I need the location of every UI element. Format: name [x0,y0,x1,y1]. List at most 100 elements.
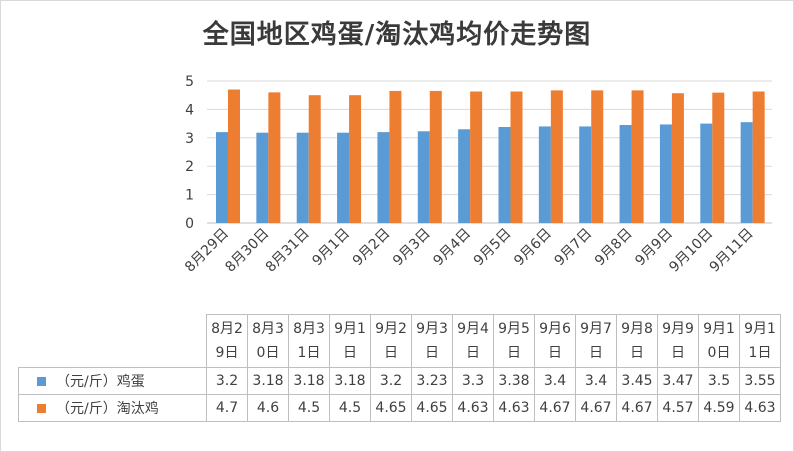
table-header-cell: 9月6日 [534,314,576,368]
egg-price-bar [700,123,713,223]
y-tick-label: 0 [185,216,194,232]
table-header-cell: 8月29日 [206,314,248,368]
table-value-cell: 4.63 [452,394,494,422]
chart-title: 全国地区鸡蛋/淘汰鸡均价走势图 [202,20,592,50]
hen-price-bar [712,92,725,223]
table-header-cell: 8月31日 [288,314,330,368]
table-value-cell: 4.63 [739,394,781,422]
y-tick-label: 2 [185,159,194,175]
data-table: 8月29日 8月30日 8月31日 9月1日 9月2日 9月3日 9月4日 9月5日 9月6日 9… [18,314,781,422]
egg-price-bar [498,127,511,223]
x-tick-label: 9月5日 [471,226,515,270]
egg-price-bar [417,131,430,223]
table-header-label: 9月10日 [703,321,735,361]
table-value-cell: 4.67 [534,394,576,422]
table-value-cell: 3.4 [575,367,617,395]
table-header-label: 9月9日 [662,321,694,361]
legend-entry: （元/斤）淘汰鸡 [18,394,207,422]
table-header-label: 9月11日 [744,321,776,361]
egg-price-bar [216,132,228,223]
hen-price-bar [631,90,644,223]
table-value-cell: 3.3 [452,367,494,395]
x-tick-label: 8月29日 [182,226,232,276]
x-tick-label: 9月11日 [707,226,757,276]
table-header-label: 9月5日 [498,321,530,361]
y-tick-label: 5 [185,74,194,90]
table-value-cell: 3.2 [206,367,248,395]
table-header-label: 9月1日 [334,321,366,361]
table-corner [18,314,207,368]
hen-price-bar [510,91,523,224]
legend-swatch [37,404,46,413]
hen-price-bar [470,91,483,224]
table-header-cell: 9月3日 [411,314,453,368]
legend-swatch [37,377,46,386]
table-header-label: 9月3日 [416,321,448,361]
table-value-cell: 4.67 [575,394,617,422]
table-value-cell: 4.65 [370,394,412,422]
table-header-cell: 9月8日 [616,314,658,368]
hen-price-bar [268,92,281,223]
table-header-label: 8月29日 [211,321,243,361]
hen-price-bar [752,91,765,224]
hen-price-bar [671,93,684,223]
egg-price-bar [538,126,551,223]
egg-price-bar [579,126,592,223]
egg-price-bar [377,132,390,223]
y-tick-label: 3 [185,131,194,147]
table-value-cell: 4.65 [411,394,453,422]
table-value-cell: 4.67 [616,394,658,422]
x-tick-label: 8月31日 [263,226,313,276]
table-value-cell: 4.6 [247,394,289,422]
table-value-cell: 4.5 [329,394,371,422]
table-header-label: 8月31日 [293,321,325,361]
table-value-cell: 4.59 [698,394,740,422]
table-value-cell: 4.7 [206,394,248,422]
x-tick-label: 9月3日 [390,226,434,270]
hen-price-bar [429,90,442,223]
table-header-label: 9月2日 [375,321,407,361]
y-tick-label: 1 [185,188,194,204]
table-value-cell: 3.23 [411,367,453,395]
egg-price-bar [337,132,350,223]
table-value-cell: 3.18 [247,367,289,395]
table-header-label: 8月30日 [252,321,284,361]
egg-price-bar [740,122,753,223]
table-value-cell: 3.38 [493,367,535,395]
table-value-cell: 4.5 [288,394,330,422]
table-header-cell: 9月5日 [493,314,535,368]
table-header-label: 9月8日 [621,321,653,361]
bar-chart: 0 1 2 3 4 5 8月29日8月30日8月31日9月1日9月2日9月3日9月4日9月5… [182,74,772,276]
table-value-cell: 4.57 [657,394,699,422]
x-tick-label: 9月7日 [552,226,596,270]
egg-price-bar [659,124,672,223]
x-tick-label: 9月10日 [666,226,716,276]
x-tick-label: 9月8日 [592,226,636,270]
table-row: （元/斤）鸡蛋 3.2 3.18 3.18 3.18 3.2 3.23 3.3 3.38 3.4 3… [18,367,781,395]
x-tick-label: 9月2日 [350,226,394,270]
table-header-cell: 9月10日 [698,314,740,368]
x-tick-label: 9月4日 [430,226,474,270]
table-value-cell: 3.18 [288,367,330,395]
egg-price-bar [619,125,632,223]
x-tick-label: 9月6日 [511,226,555,270]
table-header-cell: 9月9日 [657,314,699,368]
table-header-cell: 9月11日 [739,314,781,368]
hen-price-bar [349,95,362,223]
table-header-label: 9月7日 [580,321,612,361]
legend-entry: （元/斤）鸡蛋 [18,367,207,395]
table-header-cell: 9月4日 [452,314,494,368]
table-value-cell: 3.4 [534,367,576,395]
x-tick-label: 8月30日 [222,226,272,276]
table-value-cell: 3.18 [329,367,371,395]
table-header-cell: 8月30日 [247,314,289,368]
hen-price-bar [591,90,604,223]
legend-label: （元/斤）淘汰鸡 [56,401,159,417]
egg-price-bar [296,132,309,223]
egg-price-bar [256,132,269,223]
table-value-cell: 3.47 [657,367,699,395]
table-value-cell: 3.2 [370,367,412,395]
hen-price-bar [308,95,321,223]
table-header-label: 9月4日 [457,321,489,361]
table-value-cell: 4.63 [493,394,535,422]
